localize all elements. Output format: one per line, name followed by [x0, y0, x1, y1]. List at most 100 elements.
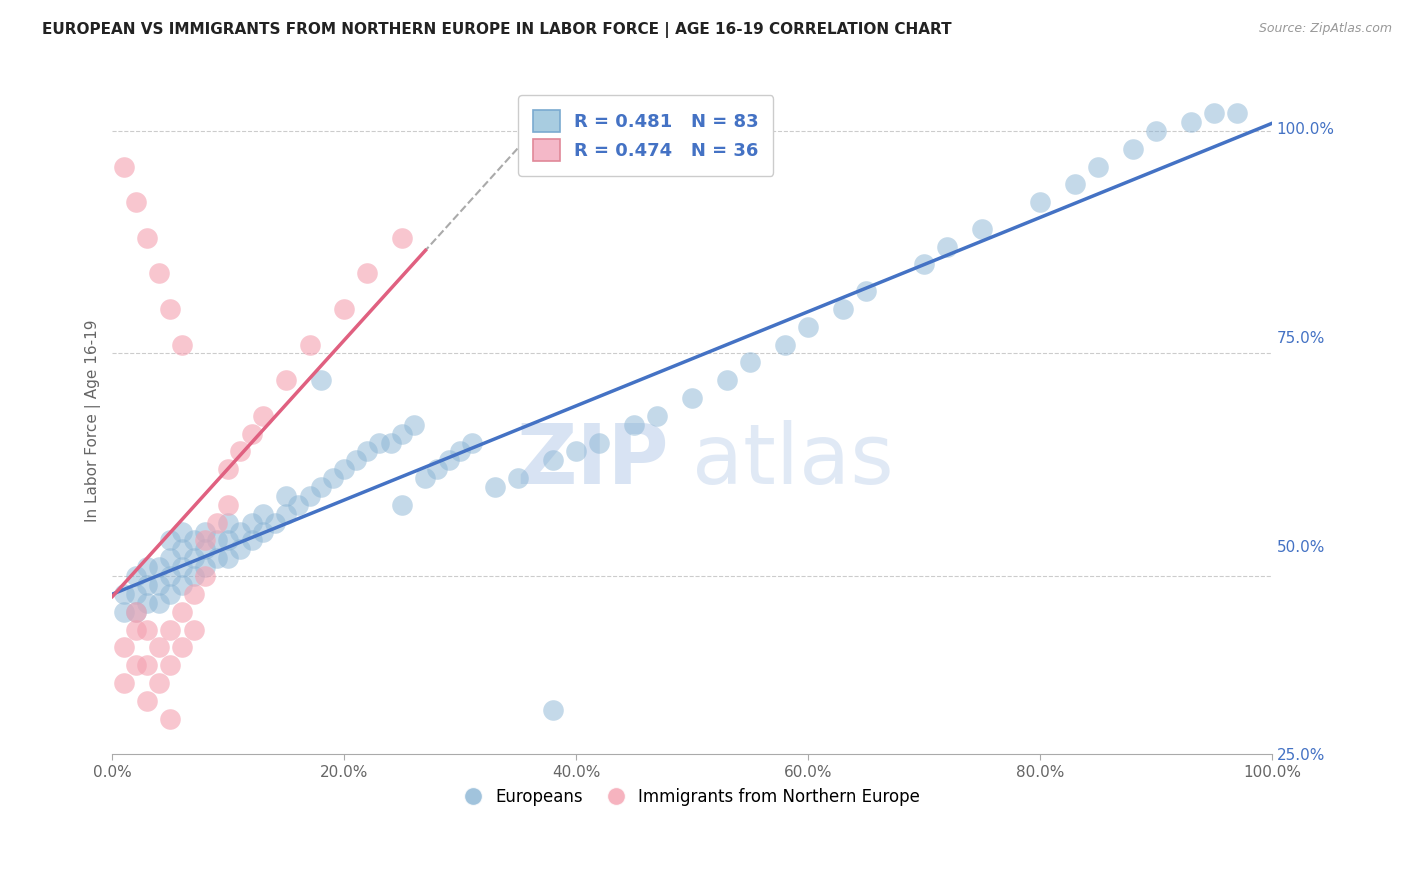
Point	[740, 355, 762, 369]
Point	[148, 596, 170, 610]
Point	[229, 524, 252, 539]
Point	[183, 623, 205, 637]
Point	[484, 480, 506, 494]
Point	[240, 426, 263, 441]
Point	[124, 658, 146, 673]
Point	[1122, 142, 1144, 156]
Point	[183, 569, 205, 583]
Point	[159, 623, 181, 637]
Point	[402, 417, 425, 432]
Point	[112, 640, 135, 655]
Text: ZIP: ZIP	[516, 420, 669, 500]
Point	[322, 471, 344, 485]
Point	[217, 462, 239, 476]
Point	[541, 453, 564, 467]
Point	[205, 551, 228, 566]
Point	[159, 569, 181, 583]
Point	[148, 640, 170, 655]
Point	[391, 231, 413, 245]
Point	[1144, 124, 1167, 138]
Point	[368, 435, 391, 450]
Point	[112, 676, 135, 690]
Point	[936, 240, 959, 254]
Point	[217, 551, 239, 566]
Point	[159, 712, 181, 726]
Point	[240, 533, 263, 548]
Point	[437, 453, 460, 467]
Point	[148, 560, 170, 574]
Point	[124, 623, 146, 637]
Point	[252, 507, 274, 521]
Point	[263, 516, 285, 530]
Point	[136, 231, 159, 245]
Point	[1087, 160, 1109, 174]
Point	[461, 435, 484, 450]
Point	[170, 640, 193, 655]
Point	[623, 417, 645, 432]
Y-axis label: In Labor Force | Age 16-19: In Labor Force | Age 16-19	[86, 319, 101, 522]
Point	[194, 524, 217, 539]
Point	[136, 694, 159, 708]
Point	[716, 373, 738, 387]
Point	[124, 195, 146, 210]
Point	[333, 462, 356, 476]
Point	[170, 605, 193, 619]
Point	[1202, 106, 1225, 120]
Legend: Europeans, Immigrants from Northern Europe: Europeans, Immigrants from Northern Euro…	[458, 781, 927, 813]
Point	[309, 373, 332, 387]
Point	[380, 435, 402, 450]
Point	[855, 284, 877, 298]
Point	[1063, 178, 1085, 192]
Point	[194, 533, 217, 548]
Point	[287, 498, 309, 512]
Point	[170, 542, 193, 557]
Text: atlas: atlas	[692, 420, 894, 500]
Point	[217, 516, 239, 530]
Point	[912, 257, 935, 271]
Text: Source: ZipAtlas.com: Source: ZipAtlas.com	[1258, 22, 1392, 36]
Point	[148, 578, 170, 592]
Point	[588, 435, 610, 450]
Point	[159, 533, 181, 548]
Point	[508, 471, 530, 485]
Point	[159, 587, 181, 601]
Point	[205, 516, 228, 530]
Point	[112, 605, 135, 619]
Point	[391, 426, 413, 441]
Point	[276, 489, 298, 503]
Point	[565, 444, 588, 458]
Point	[391, 498, 413, 512]
Point	[298, 489, 321, 503]
Point	[194, 560, 217, 574]
Point	[136, 623, 159, 637]
Point	[183, 587, 205, 601]
Point	[136, 560, 159, 574]
Point	[647, 409, 669, 423]
Point	[426, 462, 449, 476]
Point	[124, 605, 146, 619]
Point	[356, 266, 378, 280]
Point	[1226, 106, 1249, 120]
Point	[356, 444, 378, 458]
Text: EUROPEAN VS IMMIGRANTS FROM NORTHERN EUROPE IN LABOR FORCE | AGE 16-19 CORRELATI: EUROPEAN VS IMMIGRANTS FROM NORTHERN EUR…	[42, 22, 952, 38]
Point	[276, 373, 298, 387]
Point	[298, 337, 321, 351]
Point	[831, 301, 853, 316]
Point	[333, 301, 356, 316]
Point	[229, 542, 252, 557]
Point	[773, 337, 796, 351]
Point	[170, 337, 193, 351]
Point	[136, 658, 159, 673]
Point	[217, 498, 239, 512]
Point	[449, 444, 471, 458]
Point	[124, 587, 146, 601]
Point	[170, 524, 193, 539]
Point	[112, 160, 135, 174]
Point	[252, 524, 274, 539]
Point	[205, 533, 228, 548]
Point	[541, 703, 564, 717]
Point	[183, 551, 205, 566]
Point	[252, 409, 274, 423]
Point	[217, 533, 239, 548]
Point	[159, 658, 181, 673]
